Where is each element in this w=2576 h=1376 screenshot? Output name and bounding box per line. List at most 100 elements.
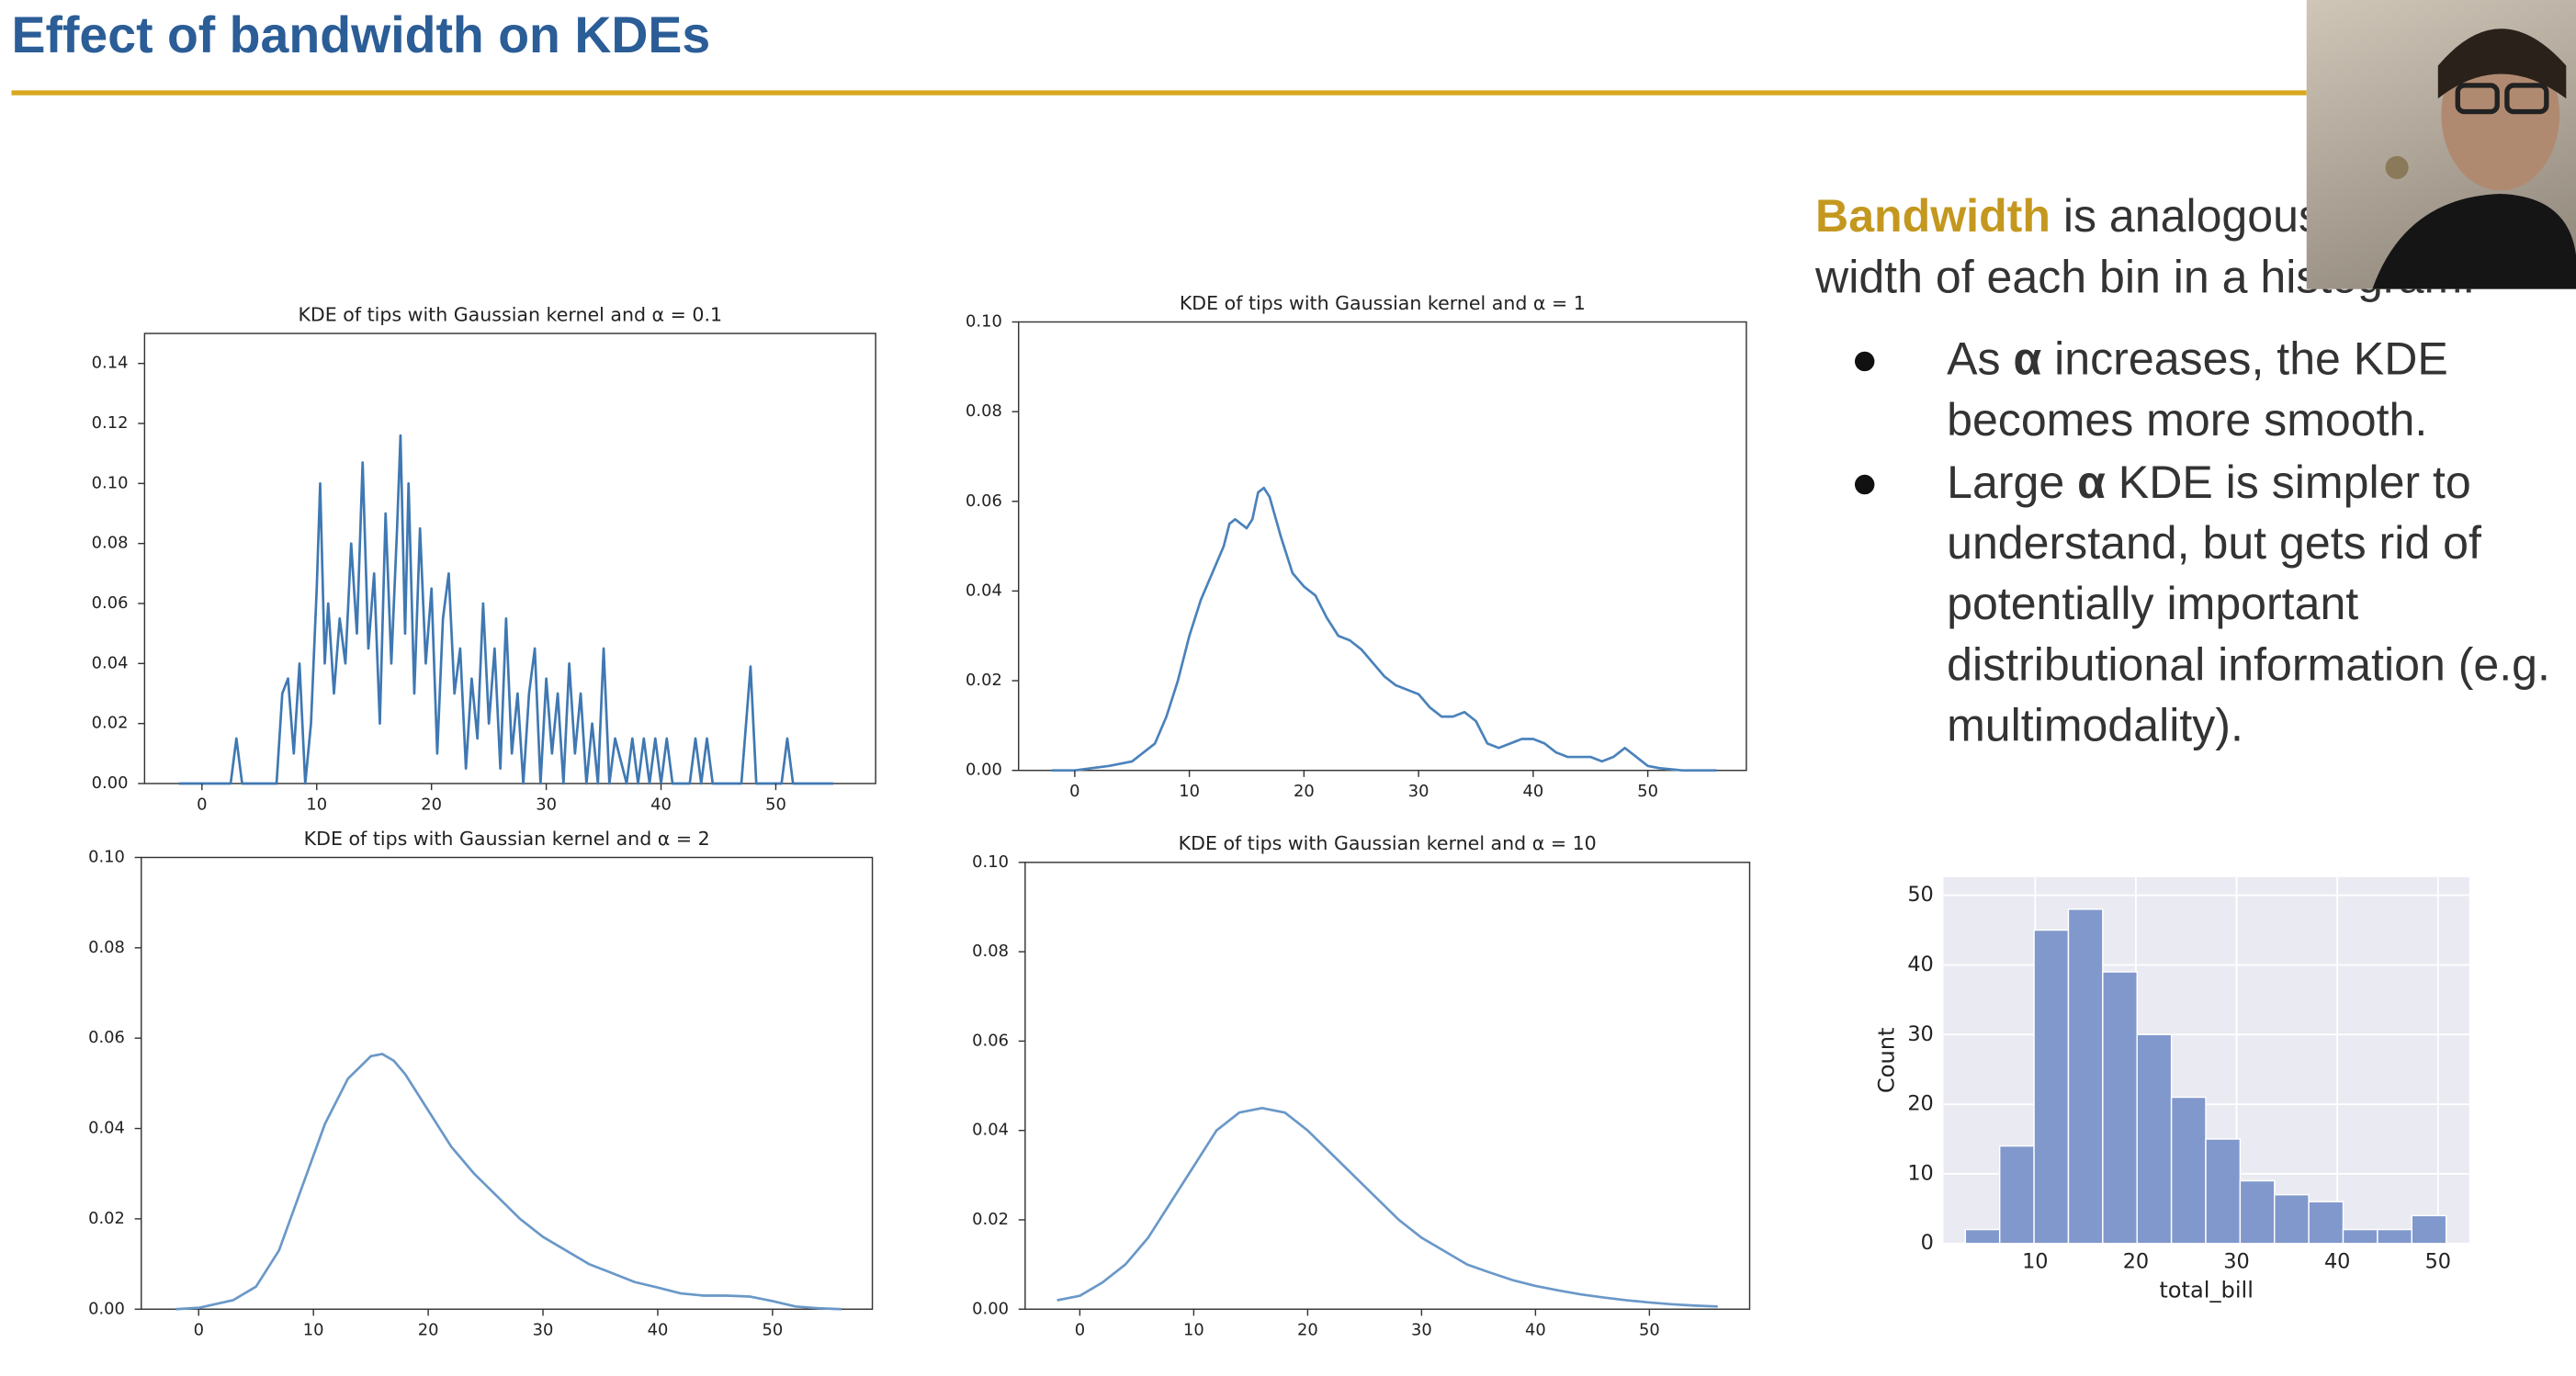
- y-tick-label: 0.04: [88, 1119, 125, 1138]
- y-tick-label: 0.08: [972, 942, 1009, 961]
- y-tick-label: 0.08: [966, 401, 1002, 421]
- x-tick-label: 50: [2425, 1249, 2451, 1273]
- y-tick-label: 0.12: [92, 413, 129, 433]
- x-tick-label: 50: [1639, 1320, 1660, 1339]
- bullet-text: KDE is simpler to understand, but gets r…: [1947, 457, 2550, 751]
- x-tick-label: 40: [648, 1320, 669, 1339]
- kde-line: [1056, 1107, 1718, 1308]
- x-tick-label: 20: [2123, 1249, 2149, 1273]
- y-tick-label: 0: [1921, 1231, 1934, 1255]
- title-rule: [11, 90, 2307, 96]
- hair: [2437, 28, 2567, 99]
- x-tick-label: 0: [197, 795, 207, 814]
- x-tick-label: 10: [303, 1320, 324, 1339]
- y-tick-label: 0.02: [92, 714, 129, 733]
- y-tick-label: 0.00: [972, 1299, 1009, 1318]
- y-tick-label: 0.08: [92, 534, 129, 553]
- y-tick-label: 30: [1907, 1022, 1933, 1046]
- bar: [2067, 908, 2104, 1245]
- x-tick-label: 40: [1525, 1320, 1546, 1339]
- chart-title: KDE of tips with Gaussian kernel and α =…: [1180, 292, 1586, 314]
- y-tick-label: 0.02: [972, 1210, 1009, 1229]
- x-tick-label: 40: [2324, 1249, 2350, 1273]
- bar: [2342, 1228, 2378, 1245]
- plot-frame: [141, 856, 874, 1310]
- y-tick-label: 0.10: [966, 312, 1002, 332]
- x-tick-label: 50: [765, 795, 786, 814]
- term: Bandwidth: [1815, 190, 2051, 242]
- bar: [2239, 1179, 2276, 1245]
- y-tick-label: 0.06: [966, 491, 1002, 511]
- x-tick-label: 10: [306, 795, 327, 814]
- x-tick-label: 10: [1183, 1320, 1204, 1339]
- bar: [2274, 1193, 2310, 1245]
- glasses: [2455, 83, 2500, 115]
- y-tick-label: 0.04: [92, 653, 129, 672]
- webcam: [2306, 0, 2576, 289]
- x-tick-label: 30: [536, 795, 557, 814]
- y-tick-label: 40: [1907, 953, 1933, 976]
- bullet: Large α KDE is simpler to understand, bu…: [1854, 452, 2563, 756]
- bullet-text: Large: [1947, 457, 2078, 508]
- bar: [1964, 1228, 2001, 1245]
- x-tick-label: 0: [1075, 1320, 1085, 1339]
- y-tick-label: 0.08: [88, 938, 125, 957]
- y-tick-label: 0.02: [966, 671, 1002, 690]
- bar: [1998, 1145, 2035, 1245]
- bullet-text: increases, the KDE becomes more smooth.: [1947, 333, 2448, 446]
- bullet: As α increases, the KDE becomes more smo…: [1854, 329, 2563, 450]
- x-tick-label: 30: [2223, 1249, 2249, 1273]
- y-tick-label: 0.06: [972, 1031, 1009, 1050]
- bar: [2308, 1201, 2344, 1245]
- chart-title: KDE of tips with Gaussian kernel and α =…: [1179, 832, 1597, 854]
- x-tick-label: 50: [763, 1320, 784, 1339]
- x-tick-label: 50: [1637, 782, 1658, 801]
- x-tick-label: 40: [650, 795, 672, 814]
- x-tick-label: 30: [1408, 782, 1429, 801]
- y-tick-label: 10: [1907, 1161, 1933, 1185]
- kde-line: [175, 1053, 842, 1311]
- chart-title: KDE of tips with Gaussian kernel and α =…: [304, 828, 710, 850]
- plot-frame: [1018, 321, 1747, 772]
- y-tick-label: 0.00: [966, 761, 1002, 780]
- y-tick-label: 0.02: [88, 1209, 125, 1228]
- y-tick-label: 50: [1907, 883, 1933, 907]
- kde-line: [1051, 486, 1717, 773]
- y-tick-label: 0.04: [972, 1121, 1009, 1140]
- x-tick-label: 10: [1179, 782, 1200, 801]
- x-tick-label: 20: [421, 795, 442, 814]
- y-tick-label: 0.06: [92, 593, 129, 613]
- x-tick-label: 20: [1294, 782, 1315, 801]
- x-tick-label: 10: [2022, 1249, 2048, 1273]
- webcam-figure: [2372, 28, 2576, 289]
- bullet-list: As α increases, the KDE becomes more smo…: [1854, 329, 2563, 758]
- bar: [2170, 1096, 2207, 1245]
- bar: [2136, 1033, 2173, 1245]
- shirt: [2372, 194, 2576, 289]
- x-axis-label: total_bill: [2159, 1278, 2254, 1303]
- y-tick-label: 0.00: [92, 773, 129, 793]
- slide-title: Effect of bandwidth on KDEs: [11, 6, 711, 64]
- y-tick-label: 0.14: [92, 354, 129, 373]
- x-tick-label: 20: [418, 1320, 439, 1339]
- x-tick-label: 20: [1297, 1320, 1318, 1339]
- alpha: α: [2013, 333, 2042, 385]
- kde-line: [178, 434, 833, 785]
- x-tick-label: 0: [194, 1320, 204, 1339]
- y-tick-label: 0.06: [88, 1028, 125, 1047]
- bar: [2205, 1138, 2242, 1245]
- bar: [2102, 971, 2138, 1245]
- knob: [2385, 155, 2409, 179]
- bar: [2411, 1214, 2447, 1245]
- glasses: [2504, 83, 2549, 115]
- bullet-text: As: [1947, 333, 2014, 385]
- y-tick-label: 0.10: [972, 852, 1009, 872]
- plot-frame: [1024, 862, 1751, 1310]
- y-tick-label: 0.04: [966, 581, 1002, 600]
- bar: [2377, 1228, 2412, 1245]
- y-tick-label: 0.10: [88, 847, 125, 866]
- x-tick-label: 40: [1523, 782, 1544, 801]
- x-tick-label: 30: [1411, 1320, 1432, 1339]
